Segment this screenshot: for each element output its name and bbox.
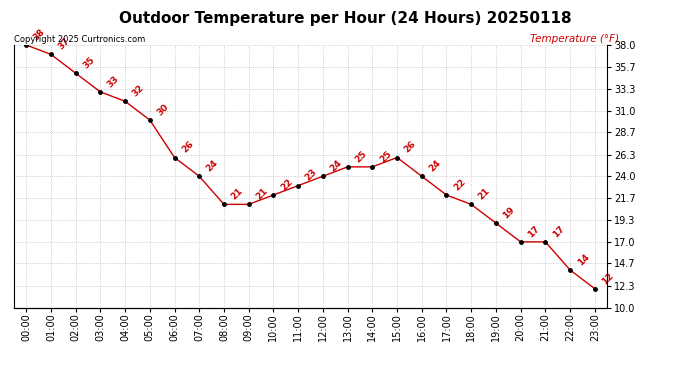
Text: 19: 19 xyxy=(502,205,517,220)
Text: 21: 21 xyxy=(254,186,270,202)
Text: 17: 17 xyxy=(551,224,566,239)
Text: 26: 26 xyxy=(180,140,195,155)
Text: 12: 12 xyxy=(600,271,615,286)
Text: 24: 24 xyxy=(328,158,344,174)
Text: 25: 25 xyxy=(378,149,393,164)
Text: 24: 24 xyxy=(427,158,442,174)
Text: 24: 24 xyxy=(205,158,220,174)
Text: 37: 37 xyxy=(57,36,72,52)
Text: 30: 30 xyxy=(155,102,170,117)
Text: 14: 14 xyxy=(575,252,591,267)
Text: 33: 33 xyxy=(106,74,121,89)
Text: Copyright 2025 Curtronics.com: Copyright 2025 Curtronics.com xyxy=(14,35,146,44)
Text: Outdoor Temperature per Hour (24 Hours) 20250118: Outdoor Temperature per Hour (24 Hours) … xyxy=(119,11,571,26)
Text: Temperature (°F): Temperature (°F) xyxy=(530,34,619,44)
Text: 38: 38 xyxy=(32,27,47,42)
Text: 23: 23 xyxy=(304,168,319,183)
Text: 35: 35 xyxy=(81,55,97,70)
Text: 17: 17 xyxy=(526,224,542,239)
Text: 21: 21 xyxy=(477,186,492,202)
Text: 25: 25 xyxy=(353,149,368,164)
Text: 21: 21 xyxy=(230,186,245,202)
Text: 22: 22 xyxy=(452,177,467,192)
Text: 32: 32 xyxy=(130,83,146,99)
Text: 22: 22 xyxy=(279,177,294,192)
Text: 26: 26 xyxy=(402,140,418,155)
